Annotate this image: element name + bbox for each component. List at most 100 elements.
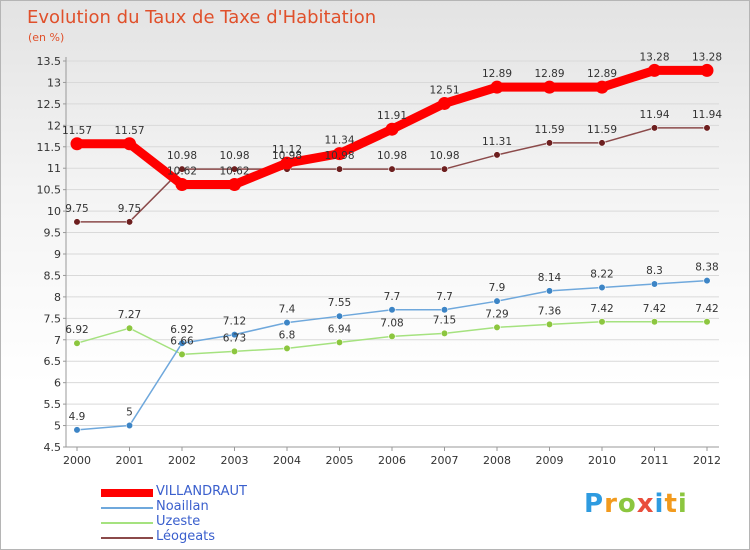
y-tick-label: 11.5 — [37, 141, 62, 154]
data-point — [598, 318, 606, 326]
data-label: 10.62 — [167, 166, 197, 178]
legend-label: Uzeste — [156, 514, 201, 529]
data-label: 7.15 — [433, 314, 456, 326]
data-label: 10.98 — [324, 150, 354, 162]
data-point — [175, 178, 189, 192]
data-point — [123, 137, 136, 151]
x-tick-label: 2011 — [641, 454, 669, 467]
data-point — [650, 280, 659, 288]
data-point — [493, 323, 501, 331]
data-label: 7.55 — [328, 297, 351, 309]
data-point — [335, 165, 344, 173]
data-label: 9.75 — [65, 203, 88, 215]
data-point — [73, 339, 81, 347]
legend-item: VILLANDRAUT — [101, 484, 401, 500]
data-point — [125, 218, 134, 226]
data-point — [440, 329, 449, 337]
data-label: 7.27 — [118, 309, 141, 321]
y-tick-label: 5 — [54, 420, 61, 433]
data-label: 10.98 — [377, 150, 407, 162]
data-point — [230, 347, 239, 355]
x-tick-label: 2010 — [588, 454, 616, 467]
data-label: 11.57 — [114, 125, 144, 137]
y-tick-label: 6 — [54, 377, 61, 390]
data-label: 10.62 — [219, 166, 249, 178]
data-point — [125, 324, 134, 332]
x-tick-label: 2003 — [221, 454, 249, 467]
data-label: 6.66 — [170, 335, 194, 347]
data-point — [703, 318, 711, 326]
line-chart: 4.5 5 5.5 6 6.5 7 7.5 8 8.5 9 9.5 10 10.5 11 11.5 12 12.… — [37, 51, 723, 467]
data-label: 6.92 — [170, 324, 193, 336]
data-point — [545, 320, 554, 328]
data-label: 7.7 — [436, 291, 453, 303]
data-point — [388, 306, 396, 314]
legend-swatch — [101, 489, 153, 497]
data-label: 11.94 — [639, 109, 669, 121]
data-label: 8.14 — [538, 272, 562, 284]
y-tick-label: 9 — [54, 248, 61, 261]
y-tick-label: 7.5 — [44, 312, 62, 325]
data-point — [73, 218, 81, 226]
data-label: 4.9 — [69, 411, 86, 423]
data-label: 7.7 — [384, 291, 401, 303]
series-layer — [70, 63, 714, 434]
x-tick-label: 2009 — [536, 454, 564, 467]
data-label: 7.12 — [223, 316, 246, 328]
x-tick-label: 2005 — [326, 454, 354, 467]
y-tick-label: 13 — [47, 76, 61, 89]
data-point — [335, 312, 344, 320]
legend-swatch — [101, 537, 153, 539]
logo-letter: P — [584, 489, 605, 519]
data-label: 10.98 — [167, 150, 197, 162]
data-label: 7.08 — [380, 317, 403, 329]
y-tick-label: 10 — [47, 205, 61, 218]
x-tick-label: 2008 — [483, 454, 511, 467]
data-point — [335, 338, 344, 346]
data-point — [70, 137, 84, 151]
data-point — [490, 80, 504, 94]
data-labels: 11.57 11.57 10.62 10.62 11.12 11.34 11.91 12.51… — [62, 51, 722, 422]
data-label: 13.28 — [639, 51, 669, 63]
data-point — [280, 156, 294, 170]
data-label: 10.98 — [219, 150, 249, 162]
data-point — [700, 63, 714, 77]
data-point — [493, 297, 501, 305]
y-tick-label: 8.5 — [44, 269, 62, 282]
data-label: 11.31 — [482, 136, 512, 148]
data-point — [648, 63, 661, 77]
legend-item: Léogeats — [101, 529, 401, 545]
data-point — [543, 80, 556, 94]
data-point — [440, 306, 449, 314]
legend-swatch — [101, 507, 153, 509]
logo-letter: i — [677, 489, 688, 519]
logo-letter: r — [604, 489, 618, 519]
y-tick-label: 12 — [47, 119, 61, 132]
data-point — [650, 124, 659, 132]
y-tick-label: 6.5 — [44, 355, 62, 368]
data-label: 7.29 — [485, 308, 508, 320]
chart-title: Evolution du Taux de Taxe d'Habitation — [27, 7, 377, 28]
y-tick-label: 7 — [54, 334, 61, 347]
data-label: 11.12 — [272, 144, 302, 156]
legend-label: Léogeats — [156, 529, 216, 544]
legend-item: Noaillan — [101, 499, 401, 515]
logo-letter: i — [654, 489, 665, 519]
data-label: 13.28 — [692, 51, 722, 63]
data-label: 6.73 — [223, 332, 246, 344]
axes: 4.5 5 5.5 6 6.5 7 7.5 8 8.5 9 9.5 10 10.5 11 11.5 12 12.… — [37, 55, 722, 467]
data-point — [385, 122, 399, 136]
data-point — [388, 165, 396, 173]
x-tick-label: 2000 — [63, 454, 91, 467]
data-point — [230, 165, 239, 173]
data-point — [283, 344, 291, 352]
x-tick-label: 2001 — [116, 454, 144, 467]
x-tick-label: 2006 — [378, 454, 406, 467]
data-label: 6.94 — [328, 323, 352, 335]
y-tick-label: 8 — [54, 291, 61, 304]
data-label: 10.98 — [272, 150, 302, 162]
data-label: 12.89 — [587, 68, 617, 80]
logo-letter: x — [636, 489, 655, 519]
data-label: 11.91 — [377, 110, 407, 122]
data-label: 5 — [126, 407, 133, 419]
